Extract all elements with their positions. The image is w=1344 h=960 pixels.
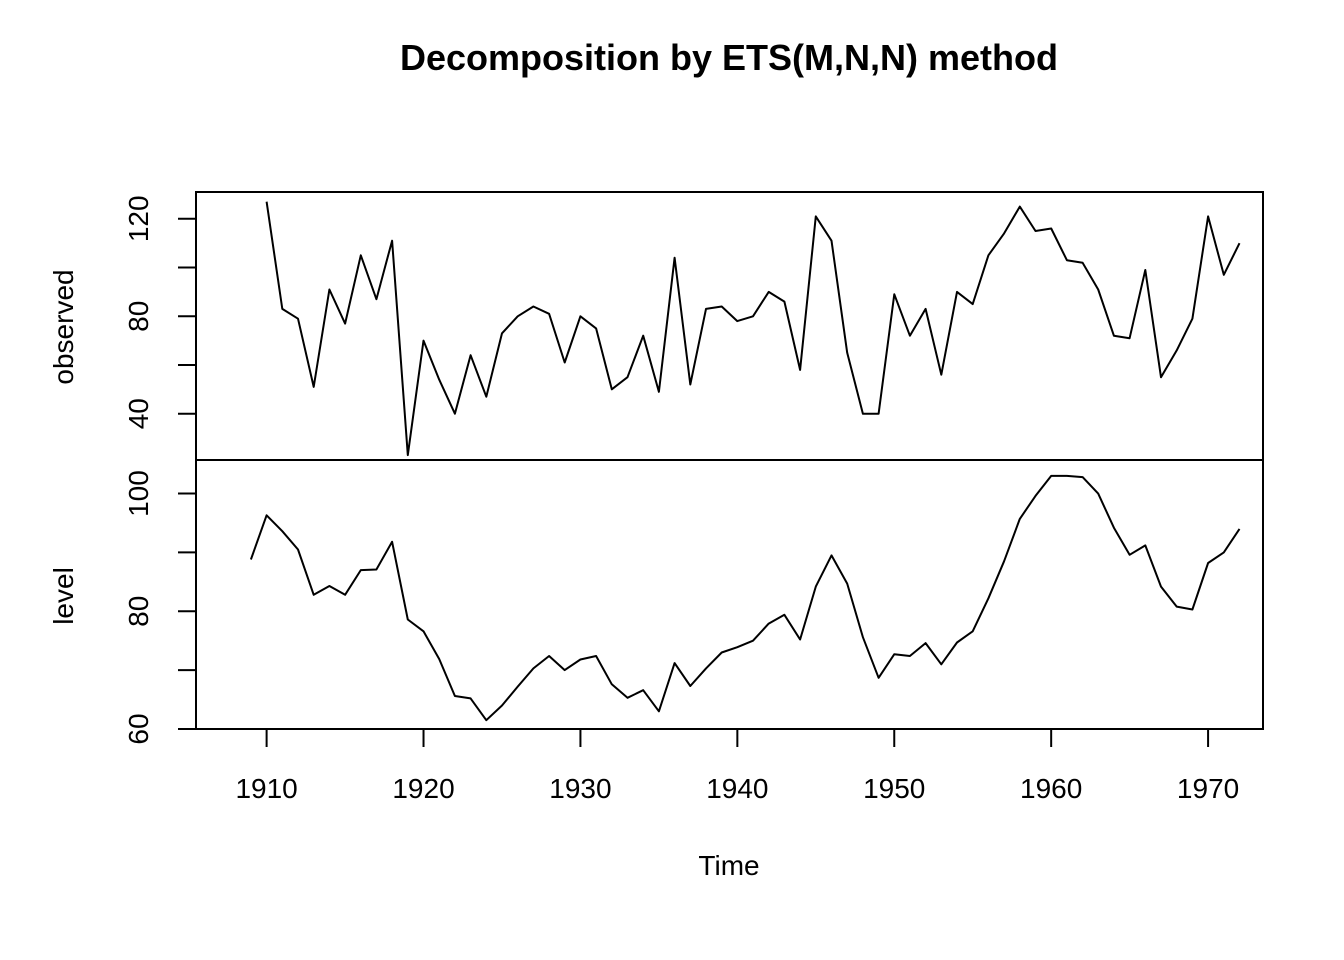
x-tick-label: 1970	[1177, 773, 1239, 804]
observed-panel: 40 80 120	[123, 191, 1264, 461]
observed-frame	[195, 191, 1264, 461]
observed-y-tick-label: 40	[123, 398, 154, 429]
x-tick-label: 1910	[235, 773, 297, 804]
x-tick-label: 1960	[1020, 773, 1082, 804]
x-tick-label: 1930	[549, 773, 611, 804]
chart-title: Decomposition by ETS(M,N,N) method	[400, 37, 1058, 78]
level-y-tick-label: 60	[123, 713, 154, 744]
observed-series-line	[265, 201, 1241, 457]
x-axis: 1910 1920 1930 1940 1950 1960 1970	[235, 728, 1239, 804]
observed-y-tick-label: 120	[123, 195, 154, 242]
level-panel: 60 80 100	[123, 459, 1264, 745]
level-series-line	[249, 474, 1241, 722]
observed-y-tick-label: 80	[123, 301, 154, 332]
level-y-tick-label: 80	[123, 596, 154, 627]
level-y-tick-label: 100	[123, 470, 154, 517]
panels-layer: 40 80 120 60 80 100	[123, 191, 1264, 745]
observed-axis-label: observed	[48, 269, 79, 384]
x-axis-label: Time	[698, 850, 759, 881]
x-tick-label: 1950	[863, 773, 925, 804]
level-axis-label: level	[48, 567, 79, 625]
x-tick-label: 1920	[392, 773, 454, 804]
x-tick-label: 1940	[706, 773, 768, 804]
level-frame	[195, 459, 1264, 730]
